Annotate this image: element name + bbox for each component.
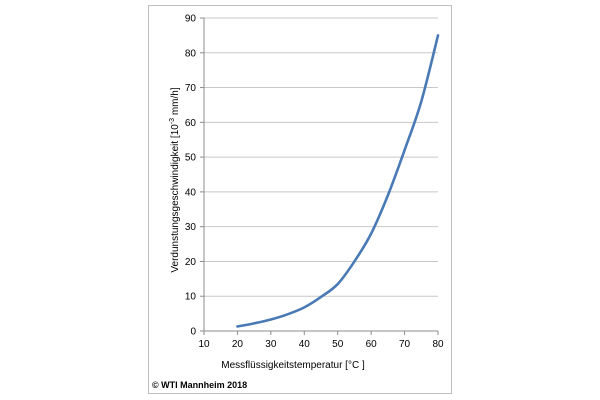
y-tick-label-50: 50 [185, 153, 197, 164]
y-axis-title-main: Verdunstungsgeschwindigkeit [10 [170, 124, 181, 273]
x-tick-label-70: 70 [399, 339, 411, 350]
axes [200, 17, 439, 335]
x-tick-label-10: 10 [198, 339, 210, 350]
y-tick-label-60: 60 [185, 118, 197, 129]
x-tick-label-80: 80 [432, 339, 444, 350]
x-axis-title: Messflüssigkeitstemperatur [°C ] [221, 360, 365, 371]
x-tick-label-50: 50 [332, 339, 344, 350]
y-tick-label-0: 0 [190, 327, 196, 338]
y-tick-label-20: 20 [185, 257, 197, 268]
chart-frame [148, 5, 452, 394]
series-layer [236, 34, 440, 328]
copyright-notice: © WTI Mannheim 2018 [152, 380, 248, 390]
y-tick-label-10: 10 [185, 292, 197, 303]
y-tick-label-90: 90 [185, 14, 197, 25]
x-tick-label-60: 60 [366, 339, 378, 350]
y-axis-title: Verdunstungsgeschwindigkeit [10-3 mm/h] [169, 87, 181, 272]
x-tick-label-40: 40 [299, 339, 311, 350]
series-line-0 [236, 34, 440, 328]
y-tick-label-70: 70 [185, 83, 197, 94]
x-tick-label-20: 20 [232, 339, 244, 350]
y-axis-title-superscript: -3 [169, 118, 176, 124]
y-tick-label-80: 80 [185, 48, 197, 59]
y-axis-title-suffix: mm/h] [170, 87, 181, 118]
gridlines [204, 17, 438, 297]
y-tick-label-30: 30 [185, 222, 197, 233]
x-tick-label-30: 30 [265, 339, 277, 350]
y-tick-label-40: 40 [185, 187, 197, 198]
